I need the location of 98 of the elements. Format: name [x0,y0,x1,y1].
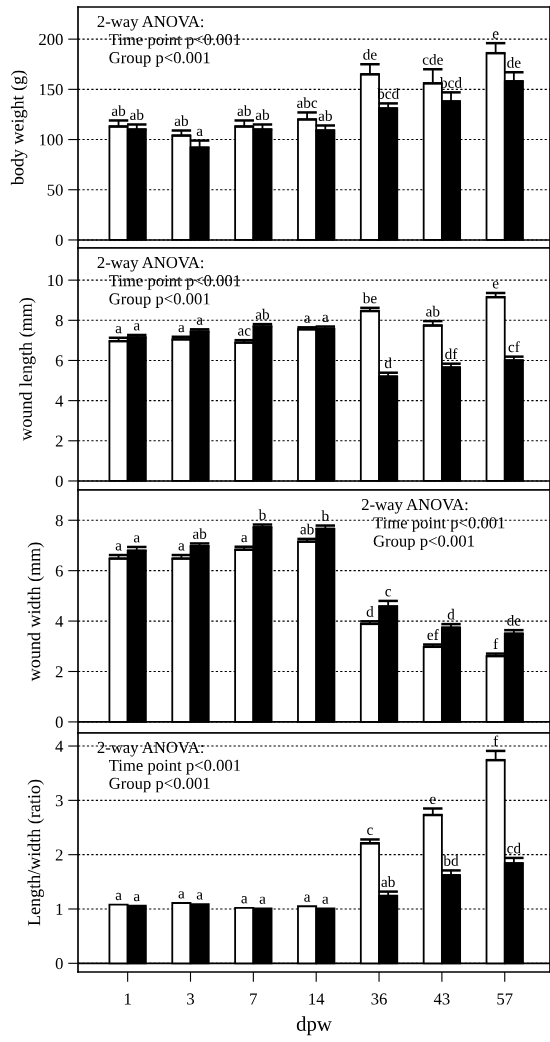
y-tick-label: 8 [55,315,63,327]
data-label: cde [422,54,443,65]
y-tick-label: 4 [55,395,64,407]
data-label: ab [111,105,126,116]
annotation: 2-way ANOVA: [97,15,204,31]
annotation: 2-way ANOVA: [97,256,204,272]
data-label: a [241,534,248,543]
data-label: ab [255,308,270,320]
y-tick-label: 6 [55,355,63,367]
data-label: a [178,891,185,899]
x-tick-label: 36 [371,993,387,1005]
data-label: d [384,357,392,369]
data-label: f [493,638,499,649]
y-tick-label: 10 [48,274,63,287]
y-tick-label: 8 [55,514,63,527]
data-label: a [304,894,311,902]
data-label: a [196,317,203,325]
y-tick-label: 2 [55,435,63,447]
y-tick-label: 0 [55,234,63,246]
data-label: c [385,589,392,597]
x-tick-label: 3 [187,993,195,1005]
data-label: de [507,57,521,68]
y-tick-label: 4 [55,615,64,627]
data-label: a [322,896,329,904]
data-label: abc [297,97,318,108]
y-axis-title: wound length (mm) [19,298,36,441]
data-label: ab [237,105,251,116]
annotation: Time point p<0.001 [108,275,241,290]
y-tick-label: 150 [39,84,63,96]
data-label: ab [174,115,189,127]
annotation: 2-way ANOVA: [97,741,204,757]
data-label: df [445,348,458,360]
data-label: a [304,315,311,323]
y-tick-label: 1 [56,903,63,915]
data-label: ab [318,110,332,121]
x-tick-label: 57 [497,993,513,1005]
data-label: cd [507,842,521,854]
data-label: f [493,735,499,747]
data-label: a [322,314,329,323]
data-label: a [196,892,203,900]
data-label: a [133,893,140,902]
data-label: ef [427,629,439,641]
y-tick-label: 2 [55,666,63,678]
data-label: ab [192,528,207,539]
annotation: Group p<0.001 [373,535,474,551]
data-label: a [178,543,185,551]
data-label: a [241,896,248,904]
data-label: e [492,281,499,289]
annotation: 2-way ANOVA: [361,498,468,514]
data-label: a [196,128,203,137]
annotation: Group p<0.001 [109,777,210,793]
annotation: Group p<0.001 [109,293,210,308]
y-tick-label: 3 [55,795,63,807]
data-label: d [447,608,455,620]
y-tick-label: 50 [47,184,63,196]
y-tick-label: 4 [55,740,64,752]
x-tick-label: 7 [250,993,258,1005]
data-label: ab [130,109,144,120]
annotation: Time point p<0.001 [108,759,241,775]
data-label: a [178,324,185,333]
data-label: ab [300,523,314,535]
data-label: cf [508,341,520,353]
y-tick-label: 200 [39,33,63,46]
data-label: a [115,325,122,334]
y-tick-label: 100 [39,134,63,146]
annotation: Time point p<0.001 [108,33,241,49]
y-tick-label: 6 [55,565,63,577]
data-label: b [321,510,329,522]
y-tick-label: 0 [55,475,63,487]
data-label: be [362,292,377,304]
data-label: a [115,543,122,551]
x-tick-label: 1 [124,993,131,1005]
annotation: Time point p<0.001 [373,517,505,532]
data-label: c [367,827,373,835]
data-label: ab [426,305,440,317]
y-tick-label: 0 [55,958,63,970]
y-axis-title: body weight (g) [10,70,28,186]
x-tick-label: 43 [433,993,450,1005]
data-label: a [133,535,140,543]
data-label: ac [237,328,251,336]
y-axis-title: Length/width (ratio) [27,779,44,926]
data-label: a [259,896,266,904]
data-label: bd [443,855,459,866]
data-label: ab [255,109,270,120]
data-label: a [115,892,122,901]
annotation: Group p<0.001 [109,52,210,67]
x-axis-title: dpw [296,1016,332,1036]
data-label: ab [381,876,395,888]
y-tick-label: 2 [55,849,63,861]
y-axis-title: wound width (mm) [27,542,44,682]
data-label: d [366,606,374,617]
data-label: de [363,48,377,60]
data-label: de [507,614,521,626]
data-label: e [492,31,499,39]
data-label: a [133,323,140,331]
y-tick-label: 0 [55,716,63,728]
x-tick-label: 14 [309,993,325,1005]
data-label: b [258,509,266,521]
